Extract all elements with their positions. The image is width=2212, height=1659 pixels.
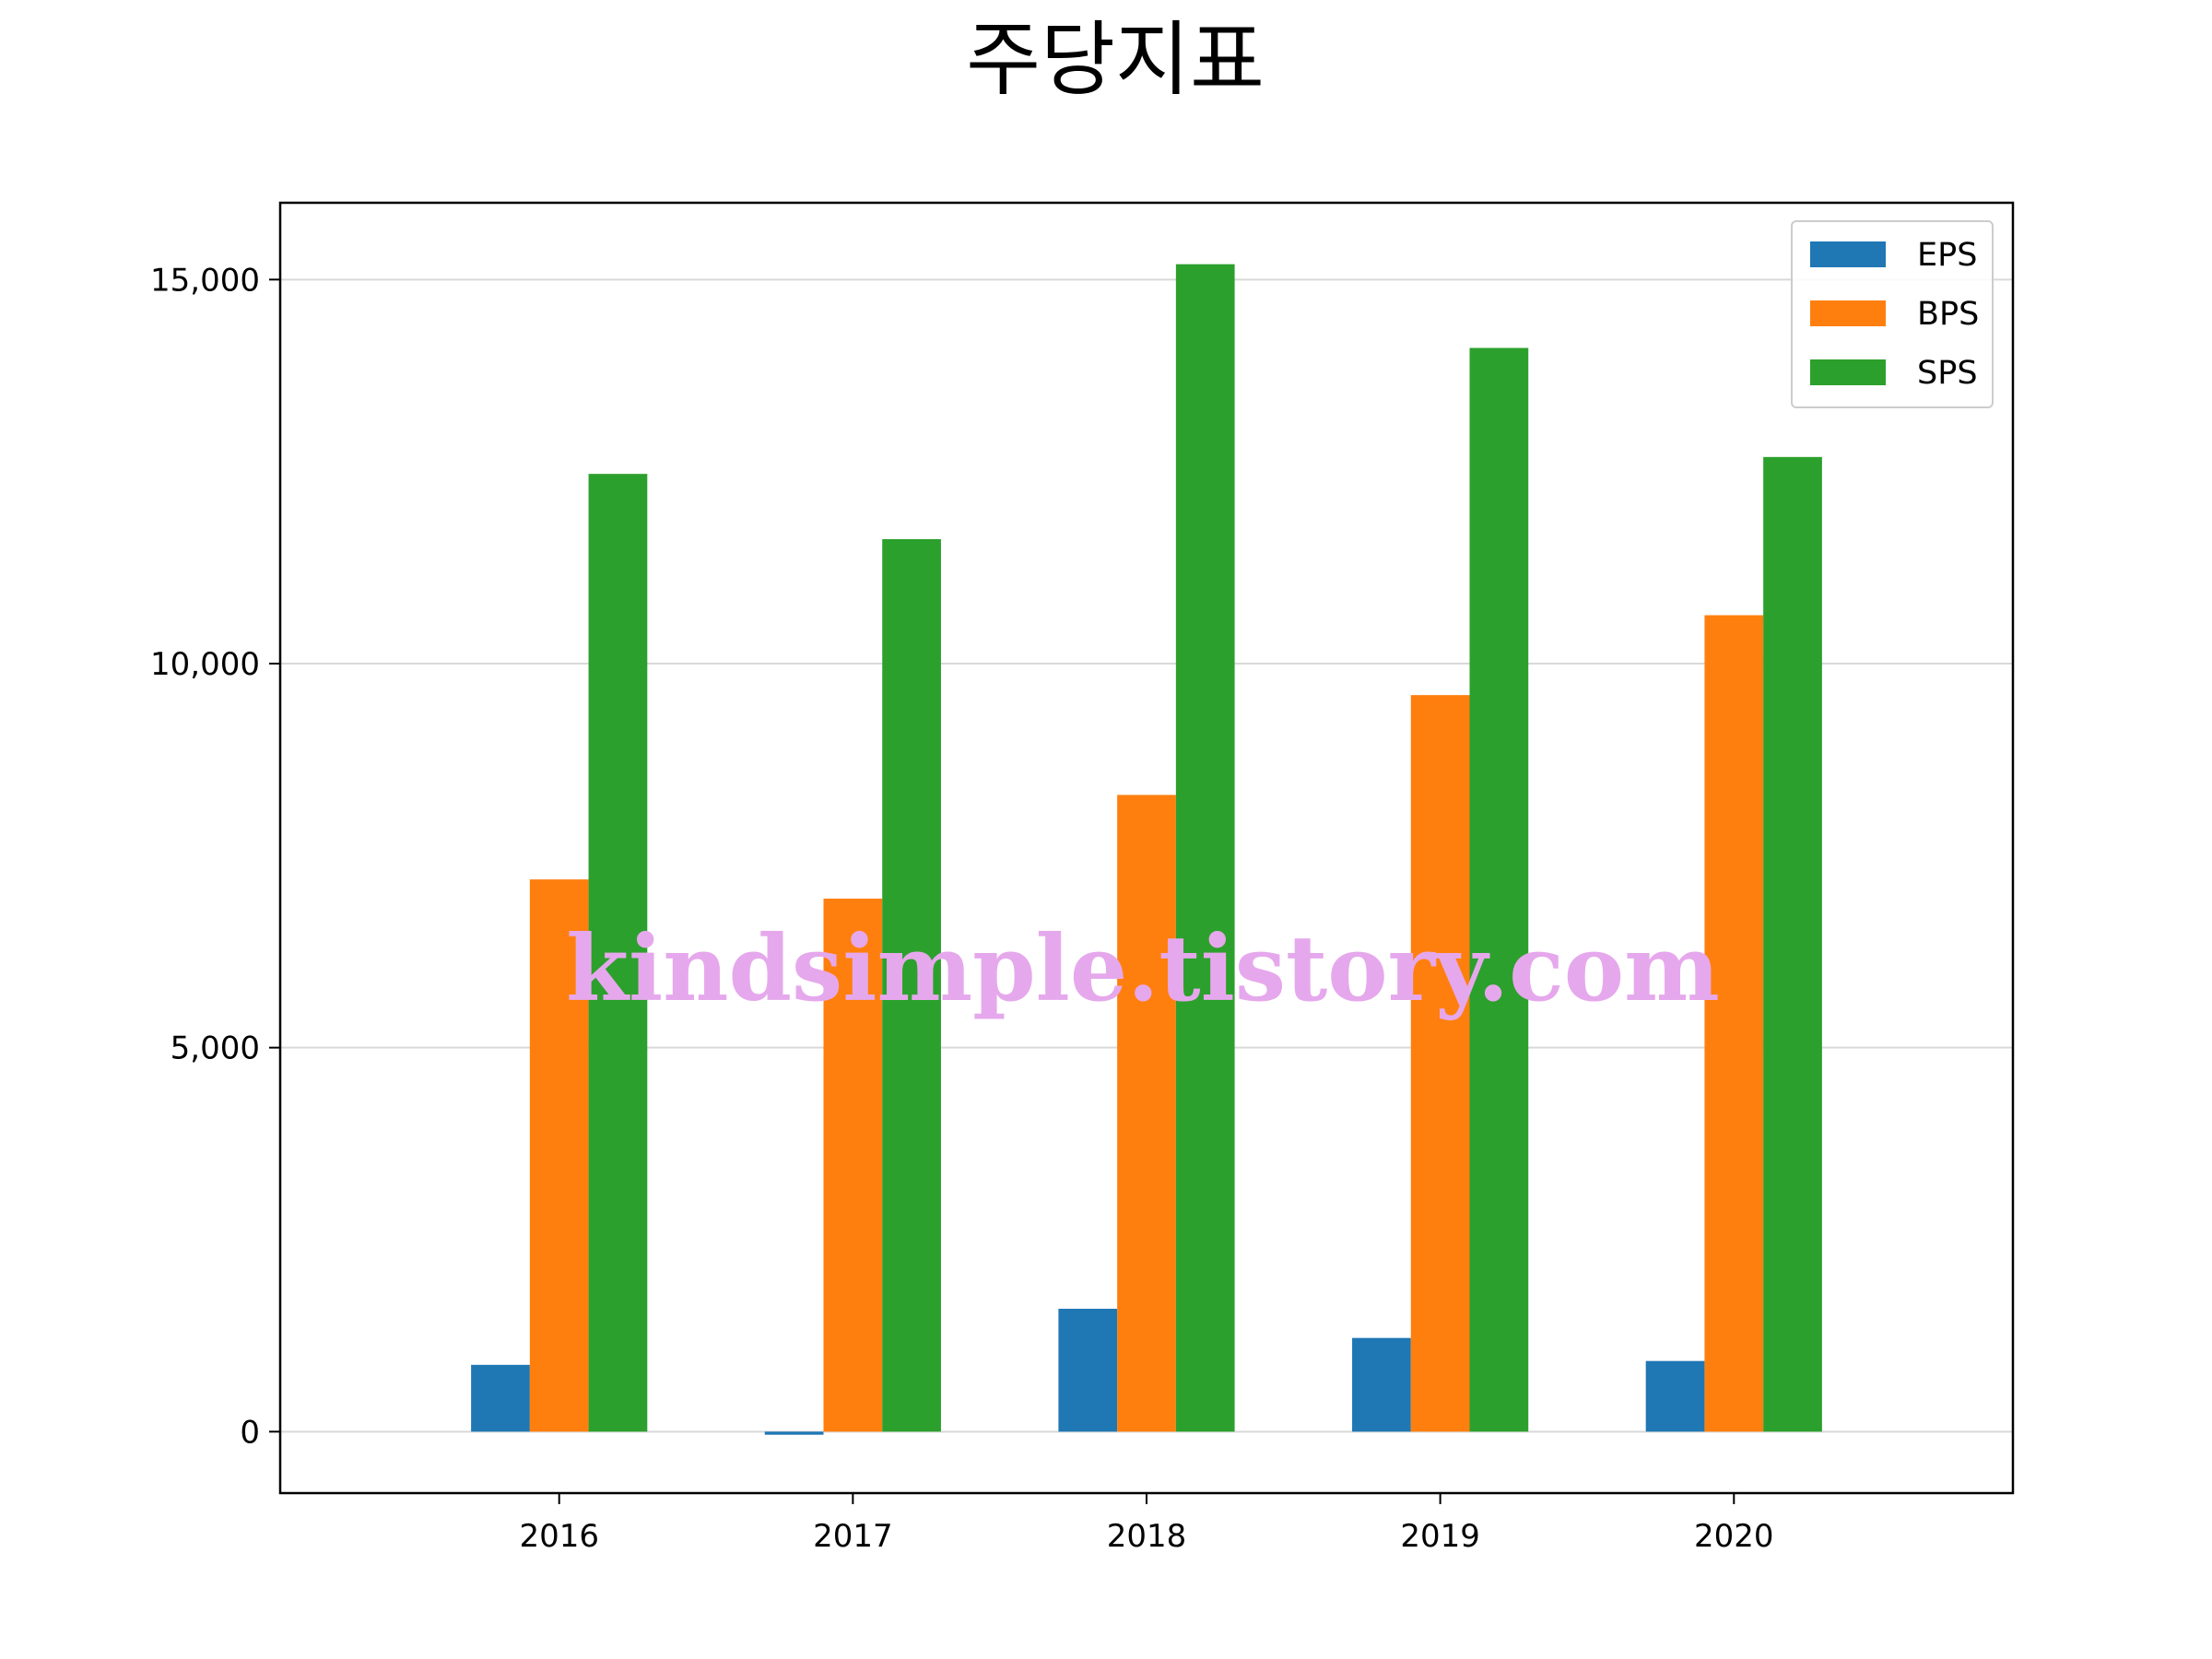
bar-bps-2016 [529,879,589,1432]
legend-swatch-sps [1810,359,1886,385]
x-tick-label: 2020 [1694,1518,1774,1555]
bar-sps-2018 [1175,264,1235,1432]
x-tick-label: 2017 [813,1518,893,1555]
bar-sps-2017 [882,539,941,1432]
x-axis: 2016 2017 2018 2019 2020 [519,1493,1774,1555]
y-tick-label: 0 [240,1414,260,1451]
bar-eps-2016 [471,1364,530,1432]
y-tick-label: 5,000 [171,1030,260,1067]
bar-sps-2020 [1763,456,1822,1432]
legend: EPS BPS SPS [1791,220,1994,408]
legend-swatch-bps [1810,300,1886,326]
bar-eps-2020 [1645,1360,1705,1432]
watermark: kindsimple.tistory.com [566,916,1720,1022]
bar-eps-2019 [1352,1337,1411,1432]
y-tick-label: 15,000 [150,262,260,299]
bar-eps-2017 [764,1431,824,1435]
bar-bps-2019 [1410,695,1470,1432]
bar-sps-2019 [1469,347,1529,1432]
y-tick-label: 10,000 [150,646,260,683]
bar-sps-2016 [588,474,648,1432]
legend-label-bps: BPS [1917,296,1979,333]
legend-swatch-eps [1810,241,1886,267]
x-tick-label: 2019 [1400,1518,1480,1555]
legend-label-sps: SPS [1917,355,1978,392]
bar-bps-2020 [1704,615,1764,1432]
legend-label-eps: EPS [1917,237,1977,274]
y-axis: 0 5,000 10,000 15,000 [150,262,280,1451]
bar-bps-2018 [1117,794,1176,1432]
bar-eps-2018 [1058,1309,1118,1432]
bars [471,264,1822,1435]
chart-title: 주당지표 [966,12,1265,107]
x-tick-label: 2018 [1107,1518,1187,1555]
x-tick-label: 2016 [519,1518,599,1555]
bar-bps-2017 [823,899,883,1432]
